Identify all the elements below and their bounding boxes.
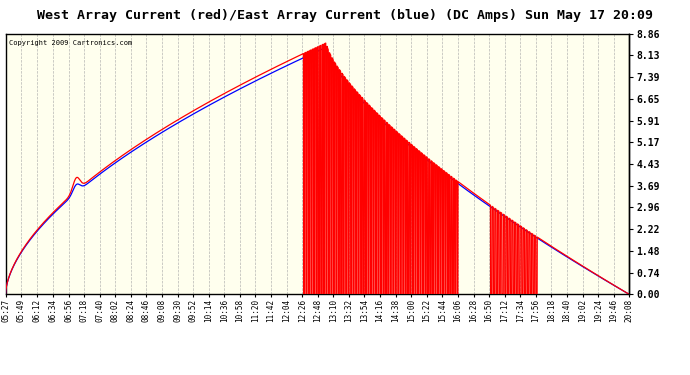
Text: Copyright 2009 Cartronics.com: Copyright 2009 Cartronics.com (9, 40, 132, 46)
Text: West Array Current (red)/East Array Current (blue) (DC Amps) Sun May 17 20:09: West Array Current (red)/East Array Curr… (37, 9, 653, 22)
